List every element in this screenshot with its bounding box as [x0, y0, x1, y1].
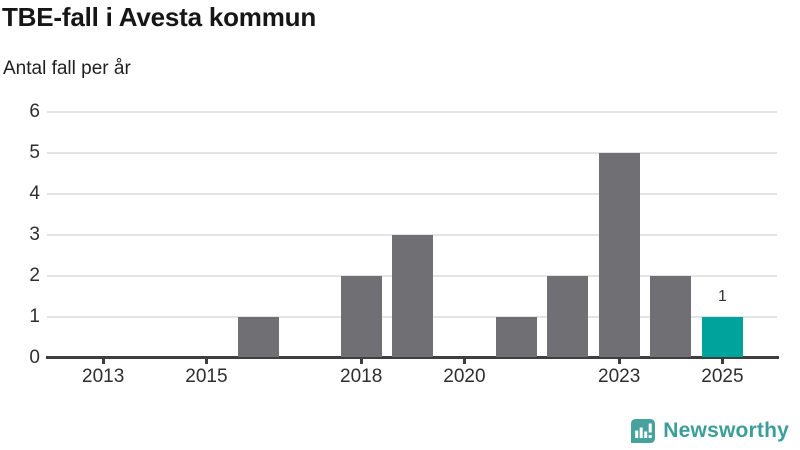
bar-value-label-2025: 1: [717, 287, 727, 305]
x-axis-line: [46, 356, 779, 359]
bar-2025-highlighted: [701, 316, 743, 357]
x-axis-tick-2020: [462, 357, 466, 364]
bar-2016: [237, 316, 279, 357]
y-axis-label-6: 6: [29, 100, 40, 122]
bar-2024: [650, 275, 692, 357]
x-axis-label-2023: 2023: [598, 366, 641, 387]
x-axis-label-2025: 2025: [701, 366, 744, 387]
bar-2023: [598, 152, 640, 357]
y-axis-label-0: 0: [29, 346, 40, 368]
y-axis-label-2: 2: [29, 264, 40, 286]
x-axis-label-2018: 2018: [340, 366, 383, 387]
gridline-y-4: [47, 192, 777, 195]
x-axis-label-2013: 2013: [82, 366, 125, 387]
bar-2021: [495, 316, 537, 357]
bar-2022: [547, 275, 589, 357]
gridline-y-6: [47, 110, 777, 113]
chart-title: TBE-fall i Avesta kommun: [2, 2, 317, 32]
gridline-y-5: [47, 151, 777, 154]
newsworthy-wordmark: Newsworthy: [663, 418, 789, 442]
x-axis-tick-2015: [204, 357, 208, 364]
x-axis-tick-2025: [720, 357, 724, 364]
bar-2019: [392, 234, 434, 357]
y-axis-label-4: 4: [29, 182, 40, 204]
bar-2018: [340, 275, 382, 357]
y-axis-label-3: 3: [29, 223, 40, 245]
newsworthy-branding: Newsworthy: [630, 417, 789, 444]
x-axis-tick-2018: [359, 357, 363, 364]
y-axis-label-1: 1: [29, 305, 40, 327]
chart-subtitle: Antal fall per år: [3, 58, 131, 79]
x-axis-label-2020: 2020: [443, 366, 486, 387]
x-axis-tick-2013: [101, 357, 105, 364]
y-axis-label-5: 5: [29, 141, 40, 163]
x-axis-tick-2023: [617, 357, 621, 364]
x-axis-label-2015: 2015: [185, 366, 228, 387]
bar-chart-speech-bubble-icon: [631, 418, 656, 443]
